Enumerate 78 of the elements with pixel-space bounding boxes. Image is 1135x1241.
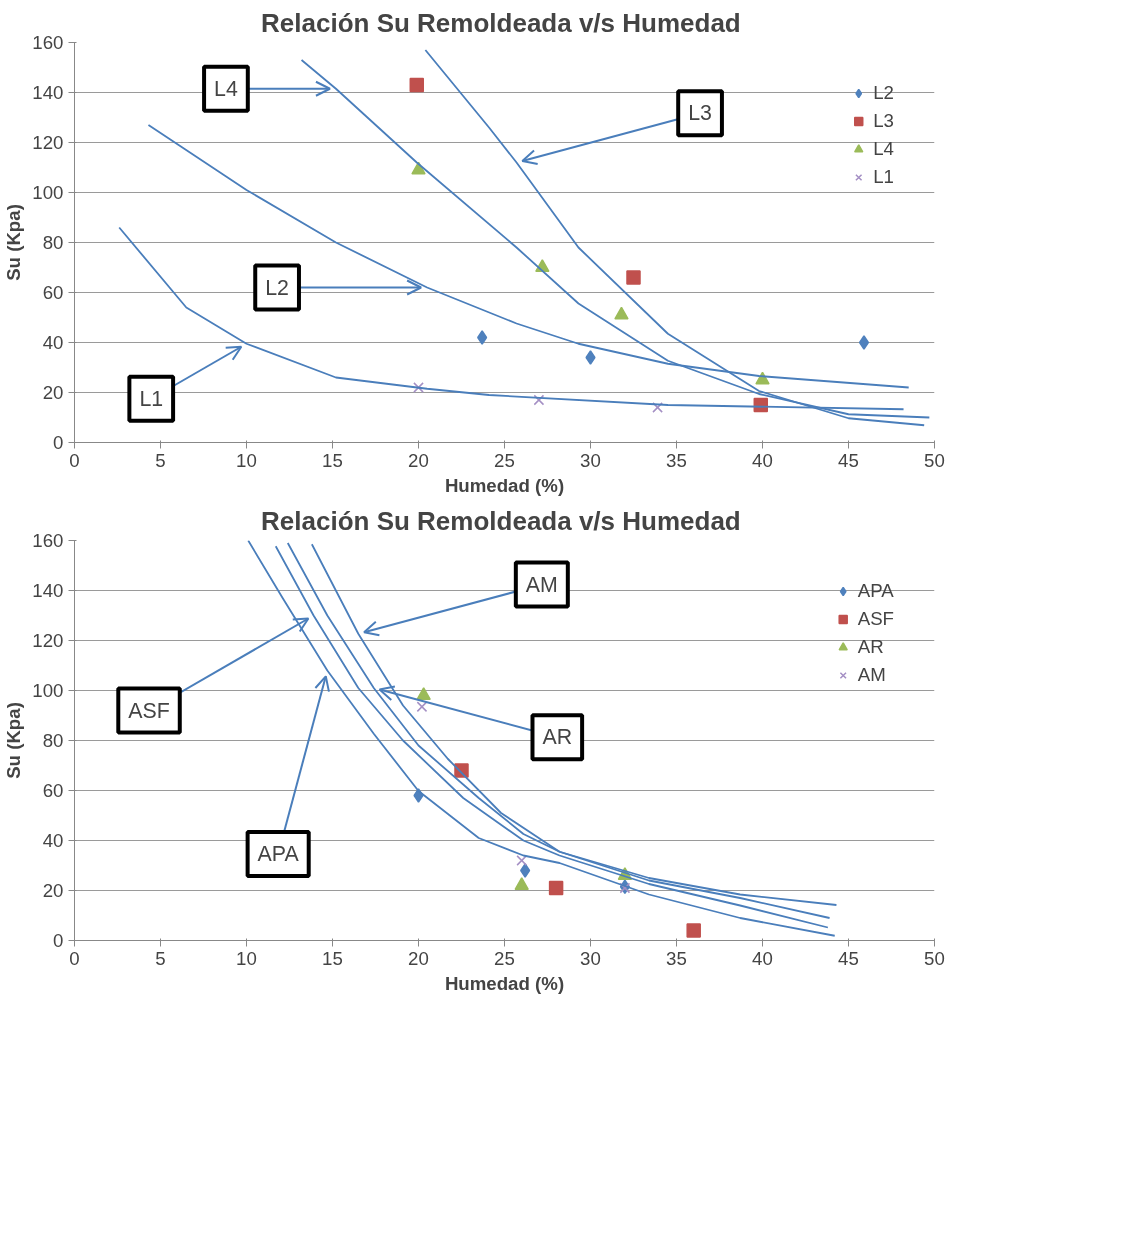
x-tick-label: 25 — [494, 449, 515, 471]
chart-title: Relación Su Remoldeada v/s Humedad — [261, 505, 741, 536]
x-tick-label: 30 — [580, 947, 601, 969]
x-tick-label: 15 — [322, 449, 343, 471]
x-tick-label: 0 — [69, 449, 80, 471]
y-tick-label: 120 — [32, 630, 64, 651]
y-tick-label: 60 — [42, 282, 64, 303]
y-tick-label: 40 — [42, 332, 64, 353]
y-tick-label: 100 — [32, 680, 64, 701]
point — [416, 701, 428, 713]
x-tick-label: 35 — [666, 449, 687, 471]
y-axis-title: Su (Kpa) — [3, 702, 25, 779]
x-tick-label: 30 — [580, 449, 601, 471]
point — [548, 880, 564, 896]
annotation: L3 — [688, 101, 712, 126]
point — [411, 161, 426, 175]
legend-label: APA — [857, 580, 894, 602]
x-tick-label: 10 — [236, 947, 257, 969]
point — [652, 402, 663, 413]
x-tick-label: 15 — [322, 947, 343, 969]
y-tick-label: 140 — [32, 580, 64, 601]
y-tick-label: 80 — [42, 730, 64, 751]
x-tick-label: 10 — [236, 449, 257, 471]
x-tick-label: 5 — [155, 449, 166, 471]
point — [514, 877, 529, 890]
y-tick-label: 120 — [32, 132, 64, 153]
x-tick-label: 45 — [838, 449, 859, 471]
y-tick-label: 60 — [42, 780, 64, 801]
x-tick-label: 50 — [924, 947, 945, 969]
legend-label: L4 — [873, 138, 894, 160]
x-tick-label: 5 — [155, 947, 166, 969]
annotation: L1 — [139, 386, 164, 411]
legend-label: L3 — [873, 110, 894, 132]
x-tick-label: 20 — [408, 449, 429, 471]
x-tick-label: 40 — [752, 449, 773, 471]
x-axis-title: Humedad (%) — [444, 972, 565, 994]
chart-title: Relación Su Remoldeada v/s Humedad — [261, 7, 741, 38]
legend-label: AR — [857, 636, 884, 658]
x-tick-label: 20 — [408, 947, 429, 969]
point — [413, 382, 424, 393]
x-tick-label: 0 — [69, 947, 80, 969]
x-tick-label: 45 — [838, 947, 859, 969]
y-tick-label: 80 — [42, 232, 64, 253]
x-tick-label: 35 — [666, 947, 687, 969]
y-tick-label: 20 — [42, 382, 64, 403]
y-tick-label: 0 — [53, 432, 64, 453]
legend-label: ASF — [857, 608, 894, 630]
point — [520, 863, 531, 878]
y-tick-label: 20 — [42, 880, 64, 901]
annotation: AR — [542, 725, 573, 750]
y-tick-label: 160 — [32, 32, 64, 53]
y-tick-label: 40 — [42, 830, 64, 851]
x-tick-label: 25 — [494, 947, 515, 969]
y-tick-label: 160 — [32, 530, 64, 551]
point — [409, 77, 425, 93]
legend-label: L2 — [873, 82, 894, 104]
annotation: L4 — [214, 76, 238, 101]
point — [858, 335, 870, 350]
annotation: L2 — [265, 275, 289, 300]
point — [585, 350, 596, 365]
annotation: AM — [525, 572, 558, 597]
x-tick-label: 50 — [924, 449, 945, 471]
point — [477, 330, 488, 345]
y-tick-label: 100 — [32, 182, 64, 203]
annotation: ASF — [128, 698, 170, 723]
legend-label: L1 — [873, 166, 894, 188]
x-tick-label: 40 — [752, 947, 773, 969]
annotation: APA — [257, 842, 300, 867]
legend-label: AM — [857, 664, 886, 686]
x-axis-title: Humedad (%) — [444, 474, 565, 496]
point — [533, 394, 545, 406]
point — [614, 306, 629, 320]
point — [626, 270, 641, 285]
y-axis-title: Su (Kpa) — [3, 204, 25, 281]
point — [686, 923, 701, 938]
point — [516, 855, 528, 866]
y-tick-label: 140 — [32, 82, 64, 103]
y-tick-label: 0 — [53, 930, 64, 951]
